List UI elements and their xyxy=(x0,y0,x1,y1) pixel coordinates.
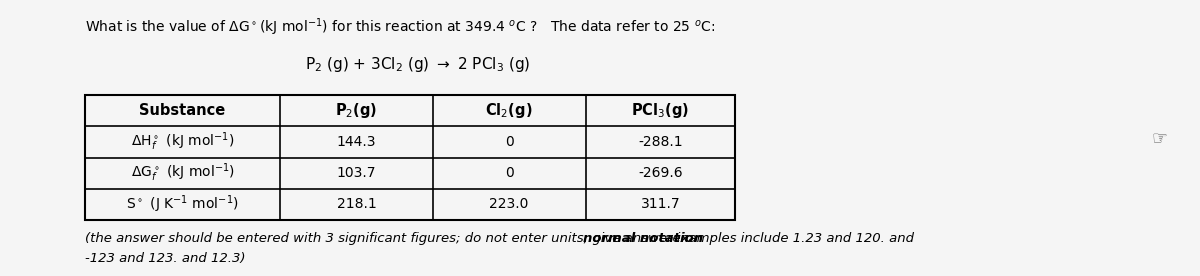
Text: (the answer should be entered with 3 significant figures; do not enter units; gi: (the answer should be entered with 3 sig… xyxy=(85,232,694,245)
Text: 311.7: 311.7 xyxy=(641,197,680,211)
Text: -269.6: -269.6 xyxy=(638,166,683,180)
Text: 144.3: 144.3 xyxy=(337,135,376,149)
Text: --examples include 1.23 and 120. and: --examples include 1.23 and 120. and xyxy=(662,232,914,245)
Text: $\Delta$H$^\circ_f$ (kJ mol$^{-1}$): $\Delta$H$^\circ_f$ (kJ mol$^{-1}$) xyxy=(131,131,234,153)
Text: 223.0: 223.0 xyxy=(490,197,529,211)
Text: -123 and 123. and 12.3): -123 and 123. and 12.3) xyxy=(85,252,246,265)
Text: Substance: Substance xyxy=(139,103,226,118)
Text: 218.1: 218.1 xyxy=(336,197,377,211)
Text: Cl$_2$(g): Cl$_2$(g) xyxy=(486,101,533,120)
Text: 103.7: 103.7 xyxy=(337,166,376,180)
Text: What is the value of $\Delta$G$^\circ$(kJ mol$^{-1}$) for this reaction at 349.4: What is the value of $\Delta$G$^\circ$(k… xyxy=(85,16,715,38)
Text: $\Delta$G$^\circ_f$ (kJ mol$^{-1}$): $\Delta$G$^\circ_f$ (kJ mol$^{-1}$) xyxy=(131,162,234,184)
Bar xyxy=(85,95,734,220)
Text: P$_2$(g): P$_2$(g) xyxy=(335,101,378,120)
Text: 0: 0 xyxy=(505,166,514,180)
Text: 0: 0 xyxy=(505,135,514,149)
Text: normal notation: normal notation xyxy=(582,232,703,245)
Text: S$^\circ$ (J K$^{-1}$ mol$^{-1}$): S$^\circ$ (J K$^{-1}$ mol$^{-1}$) xyxy=(126,193,239,215)
Text: ☞: ☞ xyxy=(1152,129,1168,147)
Text: P$_2$ (g) + 3Cl$_2$ (g) $\rightarrow$ 2 PCl$_3$ (g): P$_2$ (g) + 3Cl$_2$ (g) $\rightarrow$ 2 … xyxy=(305,55,530,74)
Text: PCl$_3$(g): PCl$_3$(g) xyxy=(631,101,689,120)
Text: -288.1: -288.1 xyxy=(638,135,683,149)
